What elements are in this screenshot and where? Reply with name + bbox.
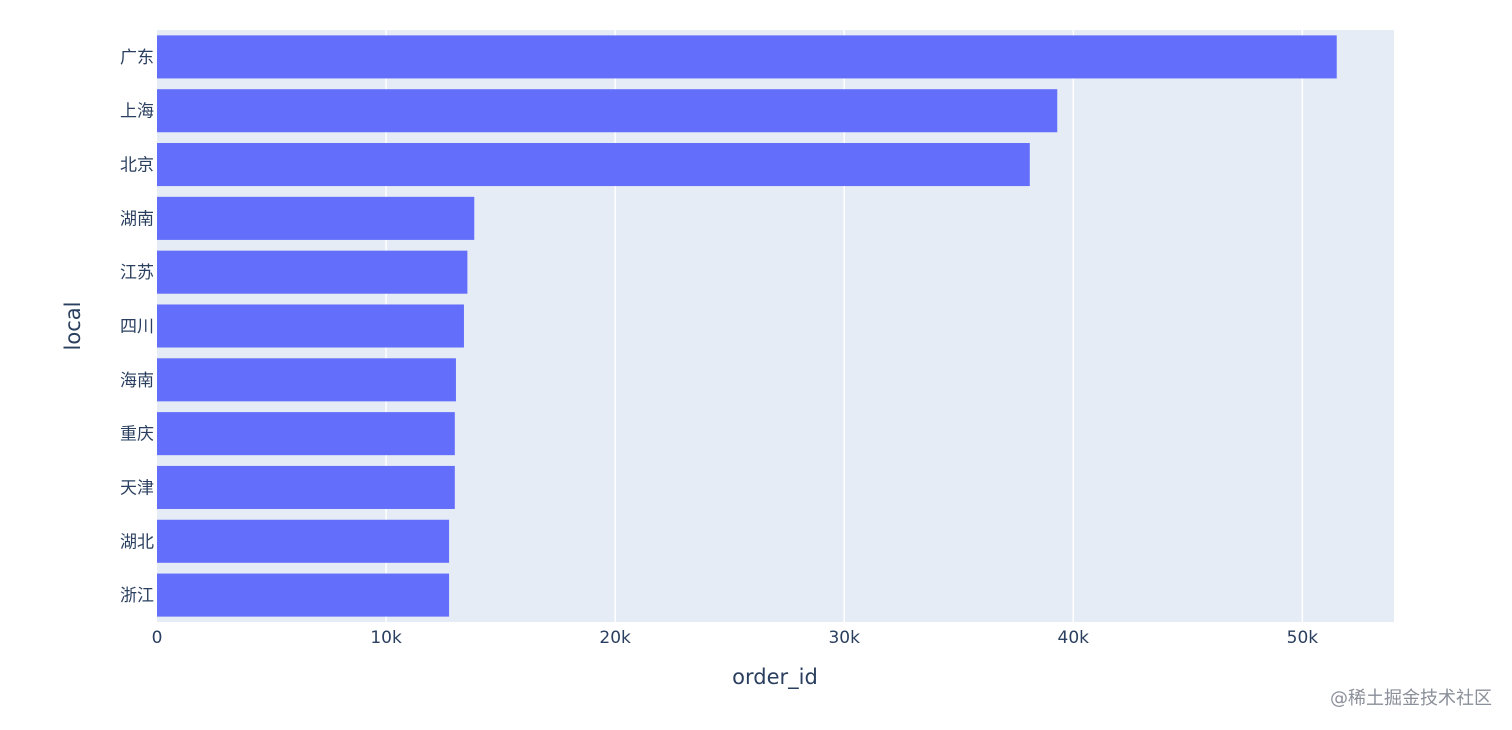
y-tick-label: 天津 — [120, 478, 154, 498]
x-tick-label: 40k — [1058, 628, 1090, 648]
bar — [157, 35, 1337, 79]
y-tick-label: 海南 — [120, 371, 154, 391]
y-tick-label: 浙江 — [120, 586, 154, 606]
x-tick-label: 30k — [828, 628, 860, 648]
y-tick-label: 北京 — [120, 156, 154, 176]
bar — [157, 412, 455, 456]
bar — [157, 358, 456, 402]
x-tick-label: 0 — [152, 628, 163, 648]
x-tick-label: 50k — [1287, 628, 1319, 648]
bar — [157, 250, 468, 294]
y-tick-label: 江苏 — [120, 263, 154, 283]
bar — [157, 196, 475, 240]
bar — [157, 89, 1058, 133]
x-tick-labels: 0 10k 20k 30k 40k 50k — [152, 628, 1319, 648]
y-tick-label: 湖北 — [120, 532, 154, 552]
y-tick-label: 广东 — [120, 48, 154, 68]
y-tick-label: 四川 — [120, 317, 154, 337]
bar — [157, 465, 455, 509]
y-tick-label: 重庆 — [120, 425, 154, 445]
x-axis-title: order_id — [732, 665, 818, 690]
x-tick-label: 10k — [370, 628, 402, 648]
y-axis-title: local — [61, 302, 85, 351]
y-tick-label: 上海 — [120, 102, 154, 122]
bars — [157, 35, 1337, 617]
bar — [157, 573, 450, 617]
x-tick-label: 20k — [599, 628, 631, 648]
bar — [157, 143, 1030, 187]
bar — [157, 519, 450, 563]
y-tick-label: 湖南 — [120, 209, 154, 229]
bar — [157, 304, 464, 348]
watermark: @稀土掘金技术社区 — [1330, 688, 1492, 709]
